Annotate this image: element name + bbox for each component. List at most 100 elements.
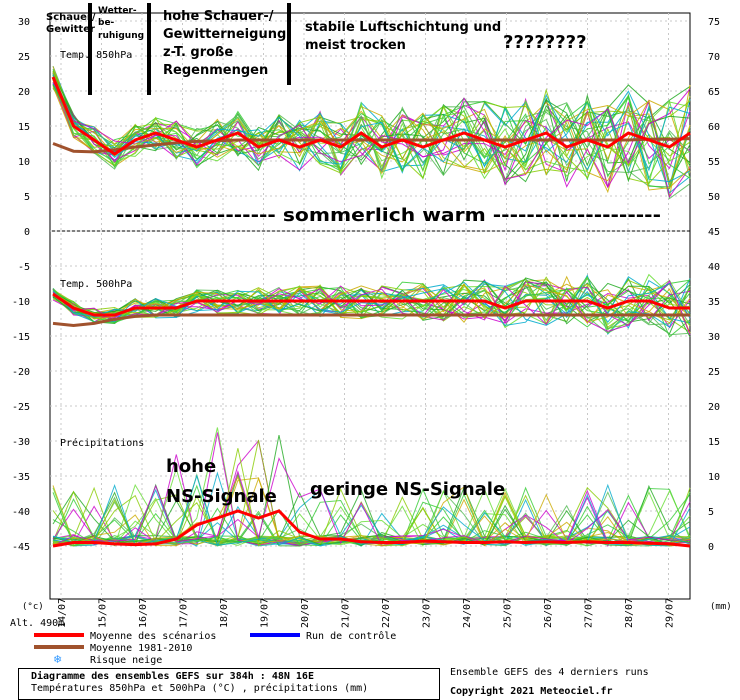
left-unit-label: (°c) (22, 602, 44, 612)
phase4-line1: stabile Luftschichtung und (305, 20, 501, 35)
y-tick-label: 0 (24, 227, 30, 238)
y-tick-label: -45 (12, 542, 30, 553)
y-tick-label-right: 70 (708, 52, 720, 63)
x-tick-label: 28/07 (624, 598, 635, 628)
info-subtitle: Températures 850hPa et 500hPa (°C) , pré… (31, 683, 369, 694)
y-tick-label: 25 (18, 52, 30, 63)
ensemble-line-850 (52, 83, 691, 182)
y-tick-label: 20 (18, 87, 30, 98)
axis-labels: 14/07 15/07 16/07 17/07 18/07 19/07 20/07 21/07… (12, 17, 720, 628)
precip-label: Précipitations (60, 437, 144, 449)
temp850-label: Temp. 850hPa (60, 50, 132, 61)
grid-lines (50, 13, 690, 599)
y-tick-label-right: 75 (708, 17, 720, 28)
y-tick-label-right: 30 (708, 332, 720, 343)
phase4-line2: meist trocken (305, 38, 406, 53)
x-tick-label: 16/07 (138, 598, 149, 628)
y-tick-label: -30 (12, 437, 30, 448)
temp500-label: Temp. 500hPa (60, 279, 132, 290)
mean-line-precip (52, 509, 691, 548)
ensemble-line-precip (52, 488, 691, 547)
y-tick-label-mm: 10 (708, 472, 720, 483)
phase2-line1: Wetter- (98, 6, 137, 16)
y-tick-label-right: 65 (708, 87, 720, 98)
phase3-line3: z-T. große (163, 45, 233, 60)
y-tick-label: -20 (12, 367, 30, 378)
y-tick-label: -40 (12, 507, 30, 518)
phase3-line4: Regenmengen (163, 63, 268, 78)
y-tick-label: 5 (24, 192, 30, 203)
x-tick-label: 26/07 (543, 598, 554, 628)
y-tick-label-right: 50 (708, 192, 720, 203)
info-title: Diagramme des ensembles GEFS sur 384h : … (31, 671, 314, 682)
y-tick-label: -35 (12, 472, 30, 483)
info-box: Diagramme des ensembles GEFS sur 384h : … (18, 668, 440, 700)
right-unit-label: (mm) (710, 602, 732, 612)
y-tick-label-mm: 15 (708, 437, 720, 448)
x-tick-label: 19/07 (260, 598, 271, 628)
y-tick-label: -5 (18, 262, 30, 273)
phase1-line1: Schauer/ (46, 12, 96, 23)
legend-label-control: Run de contrôle (306, 630, 396, 642)
ensemble-line-850 (52, 78, 691, 183)
legend-label-mean: Moyenne des scénarios (90, 630, 216, 642)
ensemble-line-850 (52, 84, 691, 179)
y-tick-label: 30 (18, 17, 30, 28)
x-tick-label: 17/07 (179, 598, 190, 628)
y-tick-label-right: 25 (708, 367, 720, 378)
y-tick-label: -15 (12, 332, 30, 343)
x-tick-label: 18/07 (219, 598, 230, 628)
y-tick-label-mm: 20 (708, 402, 720, 413)
y-tick-label-right: 55 (708, 157, 720, 168)
legend-label-climate: Moyenne 1981-2010 (90, 643, 192, 654)
x-tick-label: 14/07 (57, 598, 68, 628)
y-tick-label: 15 (18, 122, 30, 133)
mean-line-500 (52, 292, 690, 317)
y-tick-label: -10 (12, 297, 30, 308)
ensemble-members (52, 66, 691, 548)
y-tick-label-right: 60 (708, 122, 720, 133)
x-tick-label: 21/07 (341, 598, 352, 628)
y-tick-label-right: 45 (708, 227, 720, 238)
y-tick-label: 10 (18, 157, 30, 168)
legend-label-snow: Risque neige (90, 655, 162, 666)
summer-text: ------------------- sommerlich warm ----… (116, 205, 661, 226)
ensemble-line-850 (52, 83, 691, 188)
ns-high-line1: hohe (166, 456, 216, 477)
x-tick-label: 27/07 (584, 598, 595, 628)
phase1-line2: Gewitter (46, 24, 95, 35)
y-tick-label-mm: 5 (708, 507, 714, 518)
y-tick-label-right: 35 (708, 297, 720, 308)
ensemble-line-850 (52, 75, 691, 174)
phase2-line2: be- (98, 18, 115, 28)
x-tick-label: 29/07 (665, 598, 676, 628)
ensemble-line-500 (52, 281, 691, 338)
legend-swatch-control (250, 633, 300, 637)
ensemble-line-850 (52, 74, 691, 184)
x-tick-label: 20/07 (300, 598, 311, 628)
legend: Moyenne des scénarios Moyenne 1981-2010 … (34, 630, 396, 666)
legend-swatch-mean (34, 633, 84, 637)
ensemble-line-850 (52, 86, 691, 187)
ns-low-text: geringe NS-Signale (310, 479, 505, 500)
x-tick-label: 24/07 (462, 598, 473, 628)
ns-high-line2: NS-Signale (166, 486, 277, 507)
climate-line-500 (52, 313, 690, 328)
x-tick-label: 23/07 (422, 598, 433, 628)
y-tick-label-right: 40 (708, 262, 720, 273)
footer-copyright: Copyright 2021 Meteociel.fr (450, 685, 613, 697)
phase5-text: ???????? (503, 32, 587, 53)
ensemble-line-500 (52, 280, 691, 326)
x-tick-label: 22/07 (381, 598, 392, 628)
ensemble-line-precip (52, 457, 691, 547)
mean-line-850 (51, 76, 691, 156)
phase3-line2: Gewitterneigung; (163, 27, 291, 42)
footer-runs: Ensemble GEFS des 4 derniers runs (450, 667, 649, 678)
annotation-overlay: Schauer/ Gewitter Wetter- be- ruhigung h… (46, 3, 661, 507)
y-tick-label: -25 (12, 402, 30, 413)
legend-swatch-climate (34, 645, 84, 649)
mean-lines (51, 76, 691, 548)
ensemble-line-precip (52, 435, 691, 546)
phase3-line1: hohe Schauer-/ (163, 9, 274, 24)
